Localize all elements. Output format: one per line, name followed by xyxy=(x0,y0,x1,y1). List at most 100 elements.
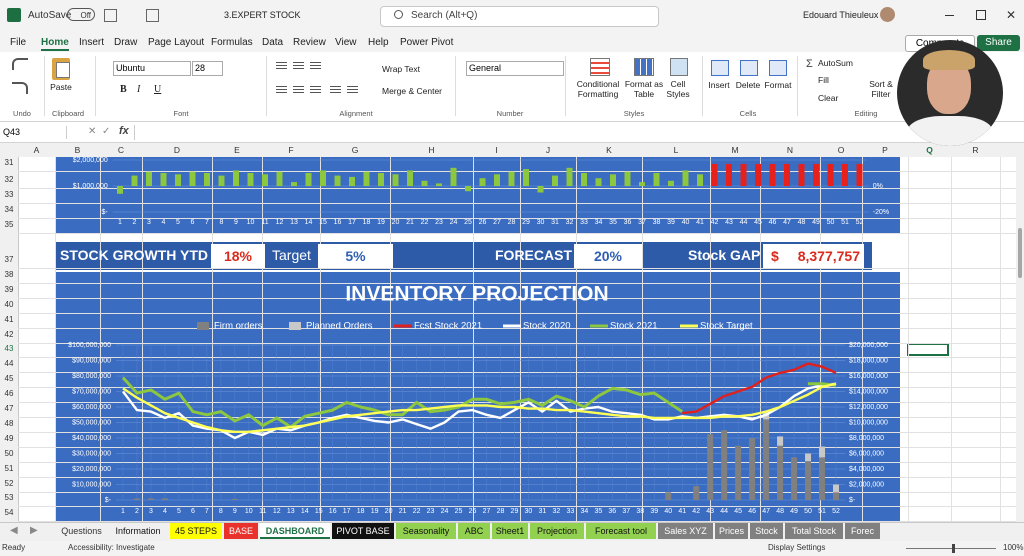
column-header[interactable]: R xyxy=(972,145,979,155)
ribbon-button[interactable]: Delete xyxy=(735,80,761,90)
row-header[interactable]: 42 xyxy=(4,329,14,339)
sheet-tab[interactable]: Prices xyxy=(715,523,748,539)
ribbon-button[interactable]: Clear xyxy=(818,93,839,103)
insert-icon[interactable] xyxy=(711,60,729,76)
tab-nav-left[interactable]: ◀ xyxy=(10,525,18,536)
column-header[interactable]: I xyxy=(495,145,498,155)
menu-tab[interactable]: View xyxy=(335,37,357,48)
menu-tab[interactable]: Insert xyxy=(79,37,105,48)
save-icon[interactable] xyxy=(104,9,117,22)
alignment-icon[interactable] xyxy=(276,86,287,95)
column-header[interactable]: M xyxy=(731,145,739,155)
column-header[interactable]: O xyxy=(837,145,845,155)
format-table-icon[interactable] xyxy=(634,58,654,76)
ribbon-button[interactable]: Cell Styles xyxy=(666,79,690,99)
menu-tab[interactable]: Formulas xyxy=(211,37,253,48)
redo-icon[interactable] xyxy=(12,82,28,94)
number-format[interactable]: General xyxy=(469,63,502,73)
row-header[interactable]: 38 xyxy=(4,269,14,279)
sheet-tab[interactable]: BASE xyxy=(224,523,258,539)
alignment-icon[interactable] xyxy=(347,86,358,95)
sheet-tab[interactable]: Information xyxy=(108,523,168,539)
row-header[interactable]: 46 xyxy=(4,389,14,399)
enter-icon[interactable]: ✓ xyxy=(102,126,111,137)
alignment-icon[interactable] xyxy=(293,86,304,95)
ribbon-button[interactable]: Format as Table xyxy=(624,79,664,99)
share-button[interactable]: Share xyxy=(977,35,1020,51)
ribbon-button[interactable]: Format xyxy=(764,80,792,90)
alignment-icon[interactable] xyxy=(310,62,321,71)
row-header[interactable]: 54 xyxy=(4,508,14,518)
menu-tab[interactable]: Home xyxy=(41,37,69,51)
row-header[interactable]: 47 xyxy=(4,404,14,413)
row-header[interactable]: 33 xyxy=(4,190,14,199)
zoom-level[interactable]: 100% xyxy=(1003,543,1024,552)
sheet-tab[interactable]: ABC xyxy=(458,523,490,539)
row-header[interactable]: 39 xyxy=(4,284,14,294)
sheet-tab[interactable]: Total Stock xyxy=(785,523,843,539)
row-header[interactable]: 51 xyxy=(4,463,14,473)
sheet-tab[interactable]: Sales XYZ xyxy=(658,523,713,539)
menu-tab[interactable]: Data xyxy=(262,37,284,48)
row-header[interactable]: 31 xyxy=(4,158,14,167)
font-style-button[interactable]: U xyxy=(154,84,162,95)
column-header[interactable]: B xyxy=(74,145,81,155)
sheet-tab[interactable]: Projection xyxy=(530,523,584,539)
menu-tab[interactable]: Review xyxy=(293,37,326,48)
cell-styles-icon[interactable] xyxy=(670,58,688,76)
column-header[interactable]: F xyxy=(288,145,294,155)
form-icon[interactable] xyxy=(146,9,159,22)
conditional-formatting-icon[interactable] xyxy=(590,58,610,76)
ribbon-button[interactable]: Insert xyxy=(708,80,730,90)
minimize-button[interactable] xyxy=(945,15,954,16)
ribbon-button[interactable]: Merge & Center xyxy=(382,86,442,96)
font-name[interactable]: Ubuntu xyxy=(116,63,146,73)
row-header[interactable]: 44 xyxy=(4,359,14,369)
column-header[interactable]: N xyxy=(786,145,794,155)
row-header[interactable]: 50 xyxy=(4,448,14,458)
ribbon-button[interactable]: Sort & Filter xyxy=(869,79,893,99)
user-name[interactable]: Edouard Thieuleux xyxy=(803,10,879,20)
user-avatar[interactable] xyxy=(880,7,895,22)
zoom-slider[interactable] xyxy=(906,548,996,549)
alignment-icon[interactable] xyxy=(276,62,287,71)
row-header[interactable]: 45 xyxy=(4,374,14,384)
alignment-icon[interactable] xyxy=(310,86,321,95)
column-header[interactable]: J xyxy=(545,145,551,155)
column-header[interactable]: P xyxy=(882,145,888,155)
ribbon-button[interactable]: Paste xyxy=(50,82,72,92)
sheet-tab[interactable]: PIVOT BASE xyxy=(332,523,394,539)
zoom-thumb[interactable] xyxy=(952,544,955,553)
column-header[interactable]: G xyxy=(351,145,359,155)
number-format-box[interactable] xyxy=(466,61,564,76)
close-button[interactable]: ✕ xyxy=(1006,8,1017,22)
alignment-icon[interactable] xyxy=(330,86,341,95)
name-box[interactable]: Q43 xyxy=(3,126,67,139)
display-settings[interactable]: Display Settings xyxy=(768,543,826,552)
row-header[interactable]: 40 xyxy=(4,299,14,309)
column-header[interactable]: D xyxy=(173,145,181,155)
column-header[interactable]: Q xyxy=(926,145,933,155)
column-header[interactable]: K xyxy=(606,145,612,155)
formula-input[interactable] xyxy=(134,125,1022,140)
column-header[interactable]: H xyxy=(428,145,435,155)
cancel-icon[interactable]: ✕ xyxy=(88,126,97,137)
vertical-scrollbar[interactable] xyxy=(1016,157,1024,522)
row-header[interactable]: 49 xyxy=(4,433,14,443)
font-style-button[interactable]: I xyxy=(137,84,141,95)
menu-tab[interactable]: File xyxy=(10,37,27,48)
accessibility-status[interactable]: Accessibility: Investigate xyxy=(68,543,155,552)
font-style-button[interactable]: B xyxy=(120,84,127,95)
column-header[interactable]: E xyxy=(234,145,240,155)
ribbon-button[interactable]: Conditional Formatting xyxy=(576,79,620,99)
row-header[interactable]: 53 xyxy=(4,493,14,503)
undo-icon[interactable] xyxy=(12,58,28,70)
autosum-icon[interactable]: Σ xyxy=(806,58,813,70)
search-box[interactable] xyxy=(380,6,659,27)
font-size[interactable]: 28 xyxy=(195,63,206,73)
scrollbar-thumb[interactable] xyxy=(1018,228,1022,278)
row-header[interactable]: 34 xyxy=(4,205,14,214)
row-header[interactable]: 35 xyxy=(4,220,14,229)
row-header[interactable]: 43 xyxy=(4,344,14,354)
delete-icon[interactable] xyxy=(740,60,758,76)
